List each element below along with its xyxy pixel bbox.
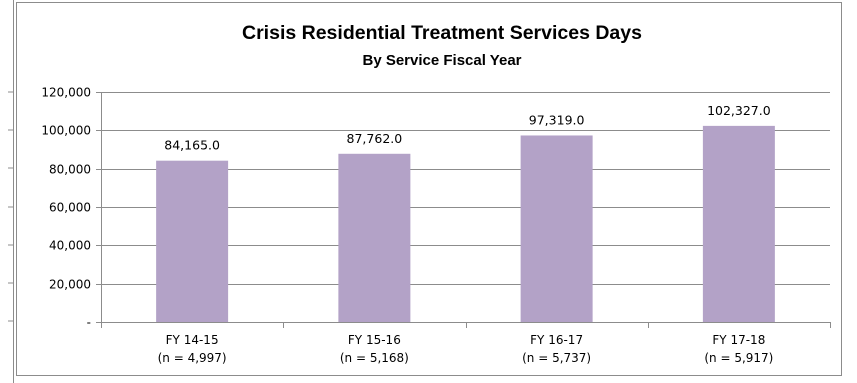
chart-subtitle: By Service Fiscal Year [362,52,521,69]
bar-chart: Crisis Residential Treatment Services Da… [41,22,831,365]
y-tick-label: 40,000 [49,239,91,253]
x-tick-sublabel: (n = 5,917) [704,351,773,365]
bar [702,125,775,322]
y-axis: - 20,000 40,000 60,000 80,000 100,000 120,000 [41,86,102,330]
bar [338,153,411,322]
bar [520,135,593,322]
y-tick-label: 120,000 [41,86,91,100]
y-tick-label: 80,000 [49,163,91,177]
x-tick-sublabel: (n = 5,168) [340,351,409,365]
x-tick-label: FY 14-15 [166,333,219,347]
y-tick-label: 20,000 [49,278,91,292]
x-tick-sublabel: (n = 5,737) [522,351,591,365]
data-label: 87,762.0 [347,131,403,146]
bar [156,160,229,322]
adjacent-chart-fragment [0,0,14,383]
y-tick-label: 100,000 [41,124,91,138]
data-label: 97,319.0 [529,112,585,127]
y-tick-label: 60,000 [49,201,91,215]
x-tick-label: FY 17-18 [712,333,765,347]
adjacent-chart-edge [8,0,14,383]
x-tick-label: FY 15-16 [348,333,401,347]
y-tick-label: - [87,316,91,330]
chart-title: Crisis Residential Treatment Services Da… [242,22,642,44]
x-tick-label: FY 16-17 [530,333,583,347]
bars: 84,165.0 87,762.0 97,319.0 102,327.0 [156,103,775,322]
x-axis: FY 14-15 (n = 4,997) FY 15-16 (n = 5,168) FY… [101,322,831,365]
chart-frame: Crisis Residential Treatment Services Da… [16,2,842,376]
data-label: 84,165.0 [164,138,220,153]
x-tick-sublabel: (n = 4,997) [158,351,227,365]
data-label: 102,327.0 [707,103,771,118]
